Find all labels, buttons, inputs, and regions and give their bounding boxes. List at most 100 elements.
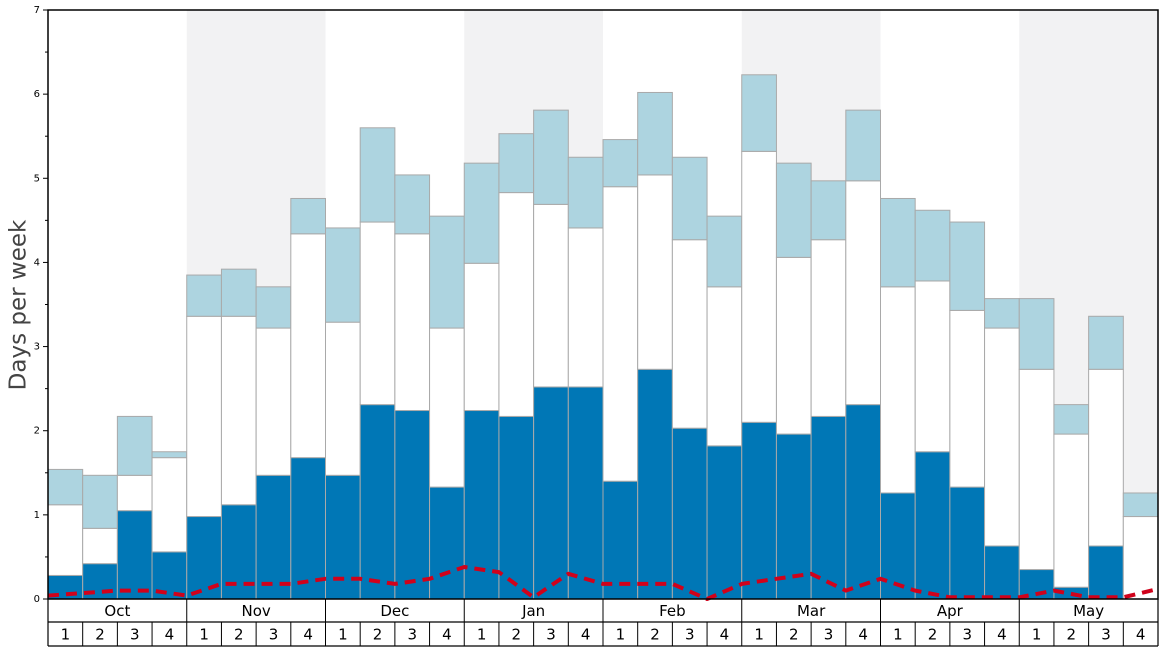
week-label-dec-4: 4 bbox=[442, 626, 452, 644]
bar-top-32 bbox=[1122, 492, 1159, 518]
bar-top-23 bbox=[810, 180, 847, 241]
bar-bottom-18 bbox=[637, 368, 673, 600]
bar-top-8 bbox=[290, 197, 326, 235]
bar-top-16 bbox=[567, 156, 604, 229]
month-label-may: May bbox=[1073, 602, 1104, 620]
bar-bottom-31 bbox=[1088, 545, 1124, 600]
bar-bottom-22 bbox=[775, 433, 812, 600]
week-label-dec-2: 2 bbox=[373, 626, 383, 644]
bar-bottom-21 bbox=[741, 421, 777, 600]
bar-top-1 bbox=[47, 468, 84, 506]
bar-middle-26 bbox=[914, 280, 951, 453]
bar-top-4 bbox=[151, 451, 188, 459]
bar-top-2 bbox=[82, 474, 118, 529]
week-label-apr-3: 3 bbox=[962, 626, 972, 644]
bar-bottom-3 bbox=[116, 510, 153, 600]
bar-bottom-20 bbox=[706, 445, 743, 600]
bar-middle-25 bbox=[880, 286, 916, 494]
bar-top-28 bbox=[984, 298, 1020, 329]
bar-middle-16 bbox=[567, 227, 604, 388]
bar-top-19 bbox=[671, 156, 708, 241]
bar-top-25 bbox=[880, 197, 916, 288]
week-label-feb-1: 1 bbox=[616, 626, 626, 644]
bar-middle-14 bbox=[498, 192, 535, 417]
bar-top-14 bbox=[498, 133, 535, 194]
week-label-feb-4: 4 bbox=[720, 626, 730, 644]
x-axis: Oct 1 2 3 4 Nov 1 2 3 4 Dec 1 2 3 4 Jan 1 2 3 4 Feb 1 2 3 4 Mar 1 2… bbox=[47, 599, 1159, 647]
y-tick-label-2: 2 bbox=[34, 426, 40, 437]
week-label-feb-2: 2 bbox=[650, 626, 660, 644]
line-series bbox=[47, 565, 1159, 601]
bar-top-10 bbox=[359, 127, 396, 223]
bar-middle-6 bbox=[220, 315, 257, 506]
week-label-may-2: 2 bbox=[1067, 626, 1077, 644]
bar-top-30 bbox=[1053, 404, 1090, 435]
week-label-jan-3: 3 bbox=[546, 626, 556, 644]
bar-middle-20 bbox=[706, 286, 743, 447]
week-label-mar-4: 4 bbox=[858, 626, 868, 644]
bar-top-5 bbox=[186, 274, 222, 317]
y-axis-label: Days per week bbox=[6, 219, 32, 390]
y-tick-label-4: 4 bbox=[34, 257, 40, 268]
week-label-nov-1: 1 bbox=[199, 626, 209, 644]
bar-middle-7 bbox=[255, 327, 292, 476]
bar-top-17 bbox=[602, 139, 639, 188]
bar-middle-23 bbox=[810, 239, 847, 417]
bar-middle-3 bbox=[116, 474, 153, 512]
week-label-dec-3: 3 bbox=[407, 626, 417, 644]
bar-top-13 bbox=[463, 162, 500, 264]
bar-bottom-15 bbox=[533, 386, 569, 600]
bar-middle-9 bbox=[325, 321, 361, 476]
bar-top-3 bbox=[116, 415, 153, 476]
week-label-mar-1: 1 bbox=[754, 626, 764, 644]
bar-middle-4 bbox=[151, 457, 188, 553]
week-label-mar-3: 3 bbox=[824, 626, 834, 644]
bar-series bbox=[47, 74, 1159, 600]
y-tick-label-3: 3 bbox=[34, 342, 40, 353]
bar-top-9 bbox=[325, 227, 361, 323]
bar-bottom-14 bbox=[498, 415, 535, 600]
bar-bottom-27 bbox=[949, 486, 986, 600]
week-label-nov-3: 3 bbox=[269, 626, 279, 644]
week-label-oct-2: 2 bbox=[95, 626, 105, 644]
bar-bottom-28 bbox=[984, 545, 1020, 600]
bar-top-26 bbox=[914, 209, 951, 282]
y-tick-label-1: 1 bbox=[34, 510, 40, 521]
bar-top-15 bbox=[533, 109, 569, 205]
bar-bottom-10 bbox=[359, 404, 396, 600]
week-label-feb-3: 3 bbox=[685, 626, 695, 644]
bar-bottom-23 bbox=[810, 415, 847, 600]
bar-bottom-11 bbox=[394, 410, 431, 600]
bar-middle-17 bbox=[602, 186, 639, 482]
week-label-jan-1: 1 bbox=[477, 626, 487, 644]
week-label-apr-1: 1 bbox=[893, 626, 903, 644]
week-label-oct-1: 1 bbox=[61, 626, 71, 644]
month-label-oct: Oct bbox=[104, 602, 130, 620]
week-label-apr-4: 4 bbox=[997, 626, 1007, 644]
week-label-mar-2: 2 bbox=[789, 626, 799, 644]
y-tick-label-0: 0 bbox=[34, 594, 40, 605]
week-label-oct-3: 3 bbox=[130, 626, 140, 644]
bar-middle-18 bbox=[637, 174, 673, 370]
bar-top-12 bbox=[429, 215, 465, 329]
bar-top-22 bbox=[775, 162, 812, 258]
bar-middle-32 bbox=[1122, 516, 1159, 600]
y-tick-label-6: 6 bbox=[34, 89, 40, 100]
month-label-nov: Nov bbox=[241, 602, 270, 620]
bar-top-27 bbox=[949, 221, 986, 311]
bar-middle-22 bbox=[775, 256, 812, 435]
bar-middle-21 bbox=[741, 150, 777, 423]
bar-middle-15 bbox=[533, 203, 569, 388]
week-label-apr-2: 2 bbox=[928, 626, 938, 644]
bar-middle-29 bbox=[1018, 368, 1055, 571]
bar-top-21 bbox=[741, 74, 777, 152]
bar-middle-8 bbox=[290, 233, 326, 459]
week-label-dec-1: 1 bbox=[338, 626, 348, 644]
week-label-oct-4: 4 bbox=[165, 626, 175, 644]
bar-bottom-7 bbox=[255, 474, 292, 600]
bar-top-7 bbox=[255, 286, 292, 329]
bar-middle-27 bbox=[949, 309, 986, 488]
bar-middle-13 bbox=[463, 262, 500, 412]
bar-middle-10 bbox=[359, 221, 396, 406]
bar-middle-24 bbox=[845, 180, 881, 406]
